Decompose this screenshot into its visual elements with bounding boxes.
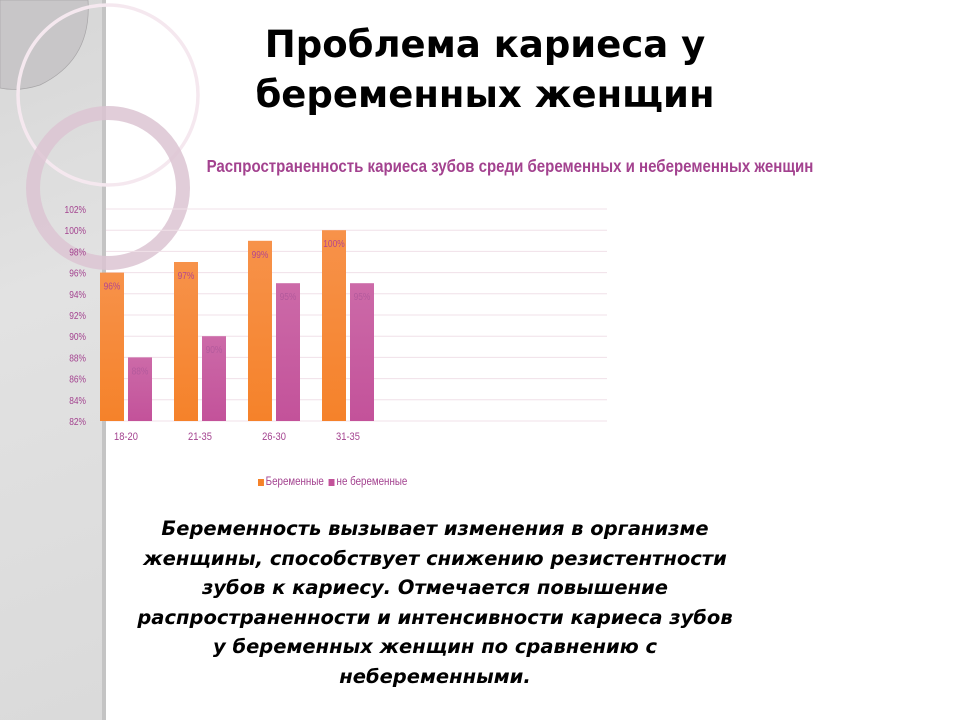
x-axis-category-label: 31-35: [336, 431, 360, 443]
y-axis-tick-label: 100%: [65, 225, 87, 237]
bar-pregnant: [174, 262, 198, 421]
bar-pregnant: [322, 230, 346, 421]
y-axis-tick-label: 98%: [69, 247, 86, 259]
y-axis-tick-label: 88%: [69, 353, 86, 365]
bar-value-label: 88%: [132, 366, 149, 378]
bar-value-label: 96%: [104, 281, 121, 293]
y-axis-tick-label: 86%: [69, 374, 86, 386]
y-axis-tick-label: 102%: [65, 204, 87, 216]
bar-value-label: 90%: [206, 344, 223, 356]
bar-value-label: 97%: [178, 270, 195, 282]
x-axis-category-label: 26-30: [262, 431, 286, 443]
decorative-rings-icon: [0, 0, 200, 270]
bar-value-label: 95%: [354, 291, 371, 303]
y-axis-tick-label: 92%: [69, 310, 86, 322]
bar-value-label: 95%: [280, 291, 297, 303]
y-axis-tick-label: 94%: [69, 289, 86, 301]
legend-swatch-non-pregnant: [328, 478, 335, 486]
bar-pregnant: [248, 240, 272, 421]
bar-non-pregnant: [202, 336, 226, 421]
chart-title: Распространенность кариеса зубов среди б…: [206, 156, 814, 176]
x-axis-category-label: 21-35: [188, 431, 212, 443]
bar-value-label: 99%: [252, 249, 269, 261]
y-axis-tick-label: 84%: [69, 395, 86, 407]
legend-swatch-pregnant: [258, 478, 264, 486]
legend-item-non-pregnant: не беременные: [328, 476, 408, 488]
y-axis-tick-label: 96%: [69, 268, 86, 280]
bar-non-pregnant: [128, 357, 152, 421]
bar-non-pregnant: [276, 283, 300, 421]
bar-non-pregnant: [350, 283, 374, 421]
bar-pregnant: [100, 272, 124, 421]
legend-label-pregnant: Беременные: [265, 476, 324, 488]
x-axis-category-label: 18-20: [114, 431, 138, 443]
y-axis-tick-label: 82%: [69, 416, 86, 428]
slide-body-text: Беременность вызывает изменения в органи…: [137, 517, 733, 688]
legend-label-non-pregnant: не беременные: [336, 476, 408, 488]
chart-legend: Беременные не беременные: [258, 476, 407, 488]
bar-value-label: 100%: [323, 238, 345, 250]
y-axis-tick-label: 90%: [69, 331, 86, 343]
slide-title: Проблема кариеса у беременных женщин: [255, 23, 715, 116]
legend-item-pregnant: Беременные: [258, 476, 324, 488]
